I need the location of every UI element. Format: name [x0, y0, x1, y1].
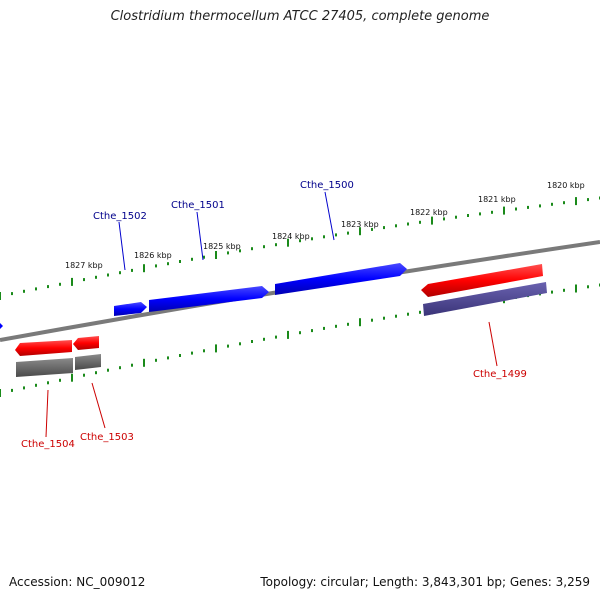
kbp-label: 1824 kbp [272, 232, 310, 241]
gene-cthe-1499-feature[interactable] [421, 264, 543, 297]
kbp-label: 1826 kbp [134, 251, 172, 260]
gene-cthe-1500-feature[interactable] [275, 263, 407, 295]
gene-label-cthe-1503[interactable]: Cthe_1503 [80, 432, 134, 443]
gene-cthe-1503-feature[interactable] [73, 336, 99, 350]
genome-summary-text: Topology: circular; Length: 3,843,301 bp… [260, 575, 590, 589]
gene-label-cthe-1502[interactable]: Cthe_1502 [93, 211, 147, 222]
offscreen-feature-marker [0, 323, 3, 329]
kbp-label: 1827 kbp [65, 261, 103, 270]
leader-line-cthe-1500 [324, 191, 335, 241]
leader-line-cthe-1502 [118, 221, 126, 271]
kbp-label: 1821 kbp [478, 195, 516, 204]
gene-cthe-1503-shadow [75, 354, 101, 370]
kbp-tick-row-upper [0, 196, 600, 300]
kbp-label: 1820 kbp [547, 181, 585, 190]
gene-cthe-1501-feature[interactable] [149, 286, 269, 312]
gene-label-cthe-1501[interactable]: Cthe_1501 [171, 200, 225, 211]
leader-line-cthe-1503 [91, 382, 106, 429]
kbp-label: 1822 kbp [410, 208, 448, 217]
gene-label-cthe-1500[interactable]: Cthe_1500 [300, 180, 354, 191]
gene-cthe-1504-feature[interactable] [15, 340, 72, 356]
gene-cthe-1504-shadow [16, 358, 73, 377]
kbp-label: 1823 kbp [341, 220, 379, 229]
gene-label-cthe-1504[interactable]: Cthe_1504 [21, 439, 75, 450]
map-title: Clostridium thermocellum ATCC 27405, com… [110, 9, 490, 24]
leader-line-cthe-1501 [196, 211, 204, 261]
kbp-label: 1825 kbp [203, 242, 241, 251]
gene-cthe-1499-shadow [423, 282, 547, 316]
leader-line-cthe-1504 [45, 389, 49, 438]
accession-text: Accession: NC_009012 [9, 575, 146, 589]
leader-line-cthe-1499 [488, 321, 498, 367]
gene-label-cthe-1499[interactable]: Cthe_1499 [473, 369, 527, 380]
gene-cthe-1502-feature[interactable] [114, 302, 147, 316]
